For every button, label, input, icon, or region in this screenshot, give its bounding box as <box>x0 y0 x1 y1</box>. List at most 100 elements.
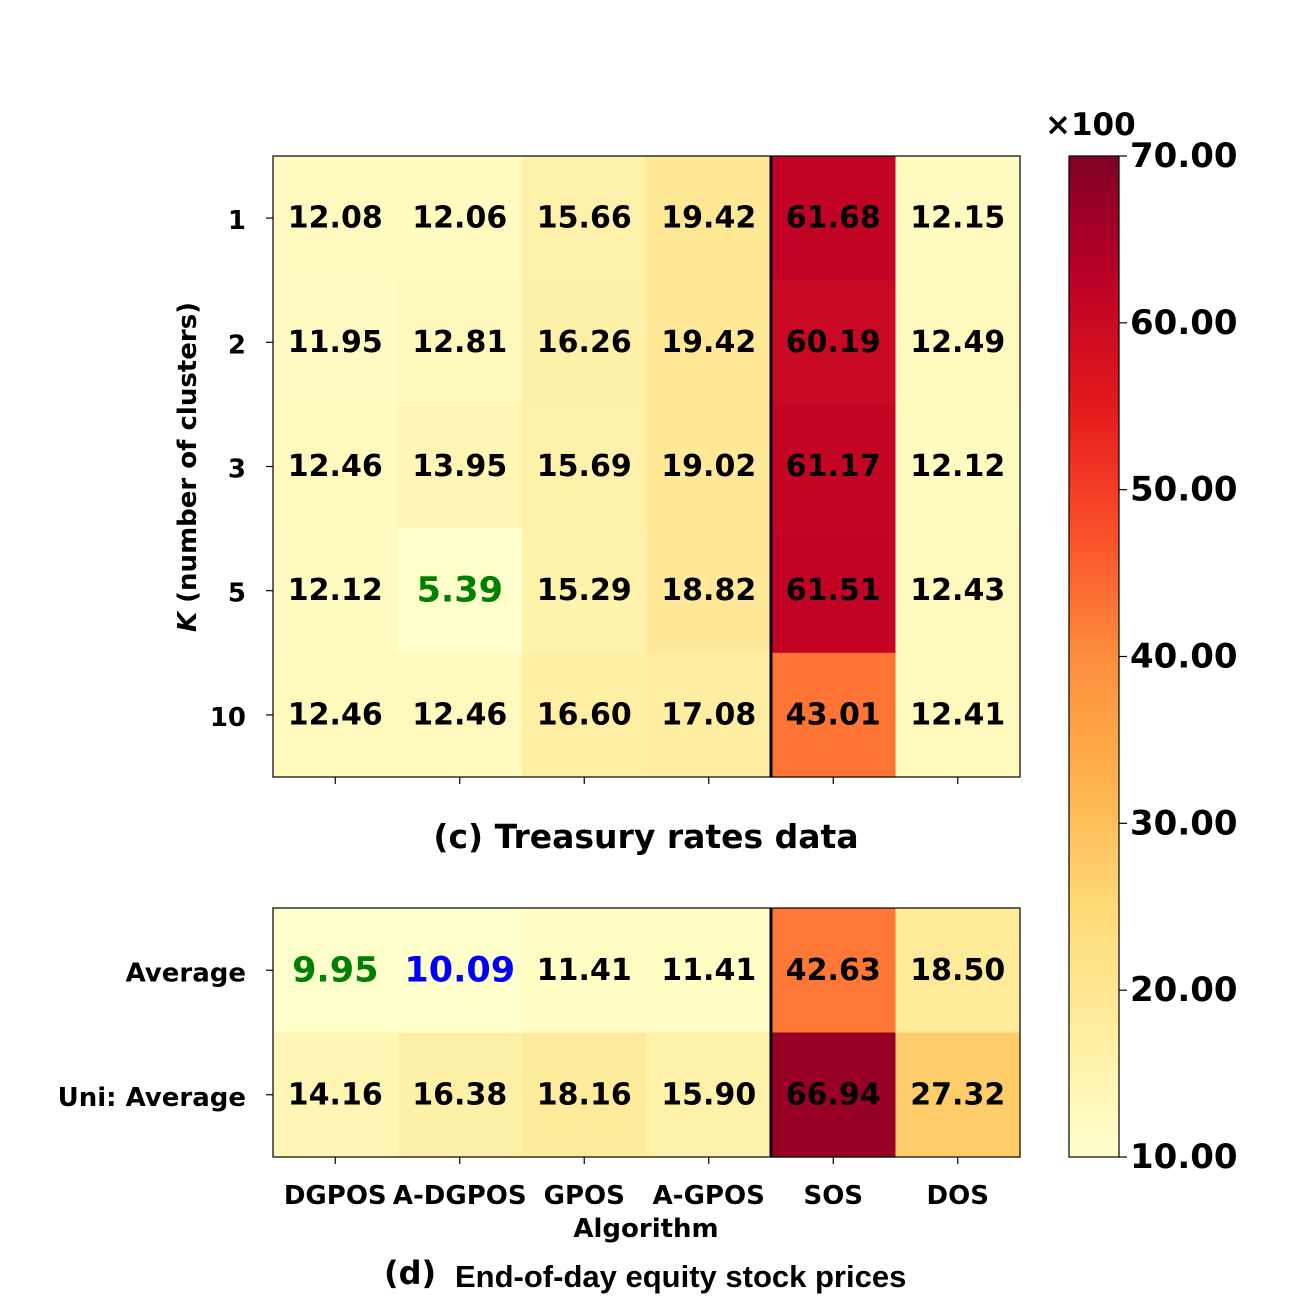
treasury-cell-value: 12.81 <box>412 325 507 360</box>
treasury-cell-value: 61.17 <box>786 449 881 484</box>
treasury-cell-value: 12.12 <box>288 573 383 608</box>
stock-cell-value: 18.50 <box>910 953 1005 988</box>
treasury-cell-value: 11.95 <box>288 325 383 360</box>
stock-heatmap-title-prefix: (d) <box>384 1254 436 1292</box>
treasury-cell-value: 15.66 <box>537 201 632 236</box>
treasury-cell <box>522 528 648 654</box>
treasury-cell-value: 16.26 <box>537 325 632 360</box>
treasury-heatmap-y-ticks: 1 2 3 5 10 <box>210 206 273 733</box>
treasury-cell <box>895 528 1021 654</box>
treasury-cell <box>273 652 399 778</box>
treasury-cell-value: 60.19 <box>786 325 881 360</box>
stock-heatmap-y-ticks: Average Uni: Average <box>58 958 273 1113</box>
stock-y-tick-label: Uni: Average <box>58 1083 246 1113</box>
treasury-heatmap-title: (c) Treasury rates data <box>433 817 858 856</box>
treasury-heatmap-x-ticks <box>334 777 959 784</box>
treasury-cell-value: 15.69 <box>537 449 632 484</box>
colorbar-tick-label: 50.00 <box>1130 470 1238 510</box>
stock-cell <box>895 908 1021 1034</box>
treasury-cell <box>771 404 897 530</box>
treasury-cell-value: 12.43 <box>910 573 1005 608</box>
treasury-cell-value: 12.46 <box>412 697 507 732</box>
treasury-cell <box>397 404 523 530</box>
colorbar-ticks: 10.00 20.00 30.00 40.00 50.00 60.00 70.00 <box>1119 136 1238 1177</box>
treasury-cell <box>273 280 399 405</box>
treasury-cell <box>273 528 399 654</box>
treasury-cell <box>895 652 1021 778</box>
treasury-cell-value: 13.95 <box>412 449 507 484</box>
treasury-y-tick-label: 5 <box>228 579 246 609</box>
stock-y-tick-label: Average <box>126 958 246 988</box>
stock-x-tick-label: A-GPOS <box>653 1181 765 1211</box>
stock-x-tick-label: SOS <box>803 1181 863 1211</box>
treasury-y-tick-label: 2 <box>228 330 246 360</box>
treasury-cell <box>646 404 772 530</box>
treasury-cell-value: 43.01 <box>786 697 881 732</box>
treasury-cell <box>771 280 897 405</box>
treasury-cell-value: 19.42 <box>661 325 756 360</box>
treasury-cell <box>646 280 772 405</box>
stock-heatmap-frame <box>272 907 1021 1158</box>
treasury-cell-value: 19.02 <box>661 449 756 484</box>
colorbar-tick-label: 30.00 <box>1130 803 1238 843</box>
treasury-cell <box>771 652 897 778</box>
treasury-cell-value: 12.46 <box>288 697 383 732</box>
treasury-cell-value: 16.60 <box>537 697 632 732</box>
treasury-heatmap-cell-labels: 12.08 12.06 15.66 19.42 61.68 12.15 11.95 12.81… <box>288 201 1005 733</box>
treasury-cell-value: 12.12 <box>910 449 1005 484</box>
treasury-cell-value: 12.41 <box>910 697 1005 732</box>
treasury-cell <box>522 652 648 778</box>
stock-cell <box>771 1032 897 1158</box>
treasury-cell <box>397 528 523 654</box>
treasury-cell-value: 12.46 <box>288 449 383 484</box>
stock-heatmap-x-ticks: DGPOS A-DGPOS GPOS A-GPOS SOS DOS <box>284 1157 989 1211</box>
treasury-cell <box>397 280 523 405</box>
stock-cell <box>771 908 897 1034</box>
stock-heatmap-cells <box>273 908 1021 1158</box>
treasury-cell <box>397 156 523 281</box>
stock-cell-value: 9.95 <box>292 950 378 990</box>
colorbar-tick-label: 10.00 <box>1130 1137 1238 1177</box>
treasury-cell <box>895 280 1021 405</box>
treasury-y-tick-label: 3 <box>228 455 246 485</box>
treasury-cell-value: 12.15 <box>910 201 1005 236</box>
stock-cell <box>397 1032 523 1158</box>
treasury-cell-value: 18.82 <box>661 573 756 608</box>
stock-cell-value: 27.32 <box>910 1077 1005 1112</box>
stock-heatmap-cell-labels: 9.95 10.09 11.41 11.41 42.63 18.50 14.16 16.38 1… <box>288 950 1005 1112</box>
stock-cell <box>895 1032 1021 1158</box>
treasury-cell-value: 61.68 <box>786 201 881 236</box>
treasury-cell-value: 12.49 <box>910 325 1005 360</box>
stock-cell-value: 11.41 <box>661 953 756 988</box>
colorbar-gradient <box>1068 155 1120 1158</box>
stock-cell <box>397 908 523 1034</box>
colorbar-tick-label: 70.00 <box>1130 136 1238 176</box>
treasury-cell <box>522 404 648 530</box>
treasury-y-axis-label: K (number of clusters) <box>173 302 203 632</box>
stock-cell <box>522 908 648 1034</box>
colorbar: 10.00 20.00 30.00 40.00 50.00 60.00 70.00 ×100 <box>1045 107 1238 1177</box>
colorbar-tick-label: 60.00 <box>1130 303 1238 343</box>
stock-prices-heatmap: 9.95 10.09 11.41 11.41 42.63 18.50 14.16 16.38 1… <box>58 907 1021 1294</box>
treasury-heatmap-cells <box>273 156 1021 778</box>
stock-cell <box>273 1032 399 1158</box>
treasury-cell <box>771 528 897 654</box>
treasury-cell <box>522 280 648 405</box>
treasury-cell <box>397 652 523 778</box>
treasury-cell-value: 15.29 <box>537 573 632 608</box>
treasury-cell-value: 5.39 <box>417 571 503 611</box>
treasury-cell <box>646 652 772 778</box>
stock-cell <box>522 1032 648 1158</box>
stock-cell-value: 14.16 <box>288 1077 383 1112</box>
treasury-heatmap: 12.08 12.06 15.66 19.42 61.68 12.15 11.95 12.81… <box>173 155 1021 856</box>
treasury-cell <box>895 404 1021 530</box>
treasury-y-tick-label: 10 <box>210 703 246 733</box>
stock-cell-value: 15.90 <box>661 1077 756 1112</box>
treasury-cell <box>273 156 399 281</box>
stock-x-tick-label: GPOS <box>544 1181 625 1211</box>
treasury-cell <box>273 404 399 530</box>
treasury-cell <box>646 156 772 281</box>
treasury-cell <box>646 528 772 654</box>
treasury-cell <box>771 156 897 281</box>
